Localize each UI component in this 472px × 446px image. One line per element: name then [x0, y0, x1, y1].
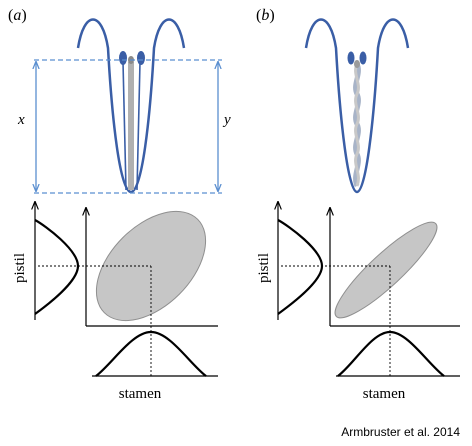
panel-b-label: (b) — [256, 7, 275, 24]
twisted-column-strand-b — [354, 63, 360, 187]
stamen-filament-right-a — [136, 61, 141, 191]
stamen-axis-label-b: stamen — [363, 386, 406, 402]
pistil-axis-label-a: pistil — [12, 253, 28, 283]
pistil-distribution-curve-b — [277, 219, 324, 315]
pistil-distribution-curve-a — [34, 219, 80, 315]
stamen-distribution-curve-b — [337, 330, 445, 377]
anther-right-b — [359, 51, 367, 65]
x-label: x — [17, 112, 25, 128]
pistil-axis-label-b: pistil — [256, 253, 272, 283]
correlation-ellipse-b — [334, 221, 438, 319]
panel-a: (a) x y pistil stamen — [8, 7, 231, 402]
anther-left-b — [347, 51, 355, 65]
stamen-axis-label-a: stamen — [119, 386, 162, 402]
panel-b: (b) pistil stamen — [256, 7, 460, 402]
style-column-a — [128, 62, 134, 190]
stamen-filament-left-a — [122, 61, 127, 191]
flower-outline-a — [76, 18, 186, 194]
panel-a-label: (a) — [8, 7, 27, 24]
anther-left-a — [119, 51, 127, 65]
stigma-b — [354, 60, 360, 68]
y-label: y — [222, 112, 231, 128]
stamen-distribution-curve-a — [95, 330, 207, 377]
anther-right-a — [137, 51, 145, 65]
citation: Armbruster et al. 2014 — [341, 425, 460, 439]
flower-outline-b — [304, 18, 410, 194]
